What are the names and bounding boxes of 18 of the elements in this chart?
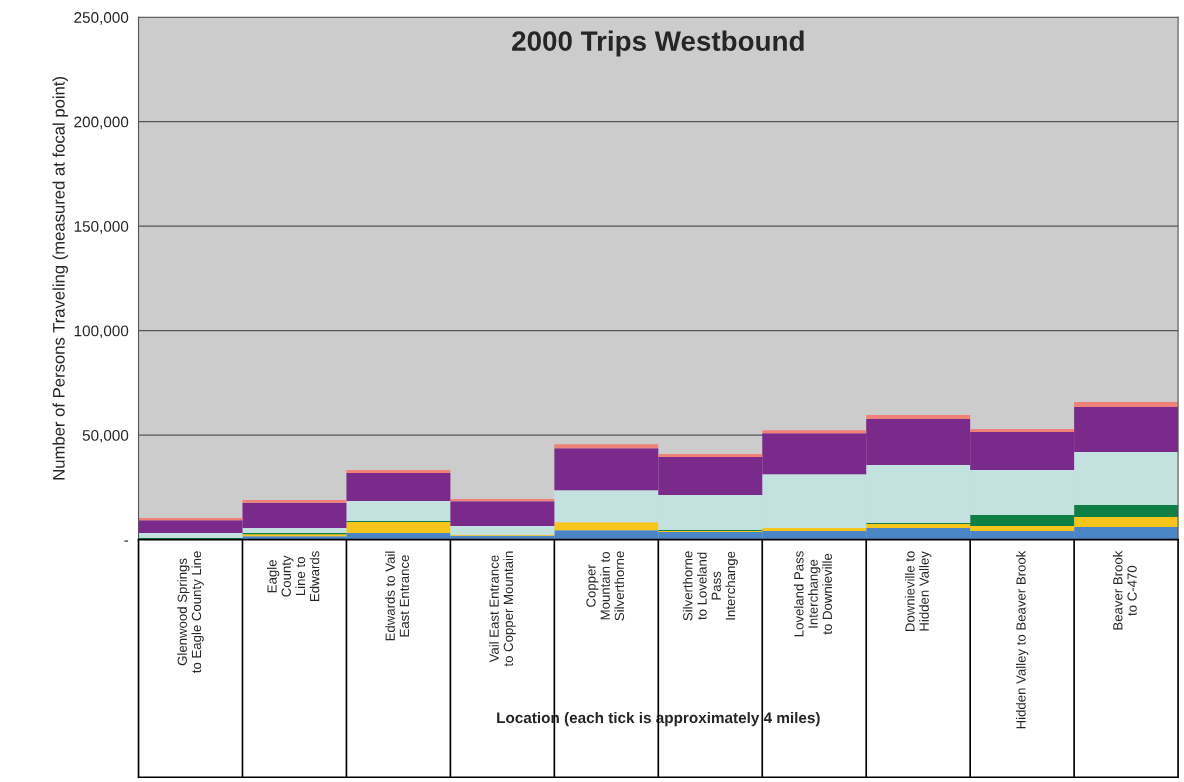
- y-tick-label: 50,000: [82, 429, 129, 443]
- x-tick-label: Hidden Valley to Beaver Brook: [1016, 550, 1029, 729]
- x-tick-label: Eagle County Line to Edwards: [266, 551, 320, 601]
- y-tick-label: 100,000: [74, 325, 129, 339]
- x-tick-label: Edwards to Vail East Entrance: [385, 551, 410, 641]
- x-tick-label: Loveland Pass Interchange to Downieville: [793, 551, 832, 637]
- x-tick-label: Silverthorne to Loveland Pass Interchange: [682, 551, 738, 621]
- chart-title: 2000 Trips Westbound: [512, 30, 804, 57]
- x-tick-label: Glenwood Springs to Eagle County Line: [177, 551, 204, 673]
- x-tick-label: Copper Mountain to Silverthorne: [586, 551, 625, 621]
- y-tick-label: 250,000: [74, 12, 129, 25]
- x-tick-label: Downieville to Hidden Valley: [904, 551, 932, 632]
- y-tick-label: -: [124, 540, 129, 542]
- y-tick-label: 150,000: [74, 221, 129, 234]
- y-tick-label: 200,000: [74, 116, 129, 130]
- x-tick-label: Vail East Entrance to Copper Mountain: [489, 551, 516, 667]
- y-axis-title: Number of Persons Traveling (measured at focal point): [52, 77, 69, 480]
- x-tick-label: Beaver Brook to C-470: [1112, 550, 1137, 630]
